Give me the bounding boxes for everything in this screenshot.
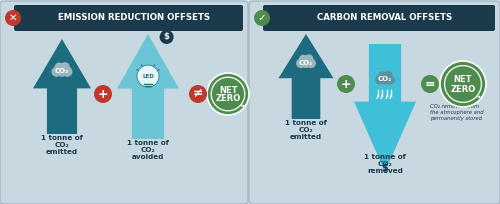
Circle shape bbox=[386, 75, 395, 85]
Circle shape bbox=[54, 63, 64, 72]
Text: ZERO: ZERO bbox=[216, 94, 240, 103]
Text: 1 tonne of
CO₂
emitted: 1 tonne of CO₂ emitted bbox=[41, 135, 83, 155]
Text: CARBON REMOVAL OFFSETS: CARBON REMOVAL OFFSETS bbox=[318, 13, 452, 22]
Circle shape bbox=[56, 64, 68, 77]
Polygon shape bbox=[278, 34, 334, 119]
Circle shape bbox=[5, 10, 21, 26]
Text: NET: NET bbox=[454, 75, 472, 84]
Circle shape bbox=[62, 67, 72, 77]
Circle shape bbox=[440, 61, 486, 107]
Circle shape bbox=[160, 30, 173, 44]
Text: 1 tonne of
CO₂
removed: 1 tonne of CO₂ removed bbox=[364, 154, 406, 174]
Polygon shape bbox=[33, 39, 91, 134]
Text: $: $ bbox=[382, 163, 388, 173]
Circle shape bbox=[52, 67, 62, 77]
Text: CO₂ removed from
the atmosphere and
permanently stored: CO₂ removed from the atmosphere and perm… bbox=[430, 104, 484, 121]
Circle shape bbox=[189, 85, 207, 103]
Text: $: $ bbox=[164, 32, 170, 41]
Text: LED: LED bbox=[142, 74, 154, 79]
Polygon shape bbox=[354, 44, 416, 172]
Text: ❧: ❧ bbox=[476, 94, 482, 100]
Text: ✕: ✕ bbox=[8, 13, 18, 23]
Text: NET: NET bbox=[219, 86, 238, 95]
Text: 1 tonne of
CO₂
emitted: 1 tonne of CO₂ emitted bbox=[285, 120, 327, 140]
FancyBboxPatch shape bbox=[263, 5, 495, 31]
Text: ✓: ✓ bbox=[258, 13, 266, 23]
Circle shape bbox=[300, 56, 312, 68]
Circle shape bbox=[378, 71, 387, 80]
FancyBboxPatch shape bbox=[14, 5, 243, 31]
Text: CO₂: CO₂ bbox=[55, 68, 69, 74]
Circle shape bbox=[137, 65, 159, 87]
Text: 1 tonne of
CO₂
avoided: 1 tonne of CO₂ avoided bbox=[127, 140, 169, 160]
Circle shape bbox=[306, 59, 316, 68]
Circle shape bbox=[94, 85, 112, 103]
Circle shape bbox=[375, 75, 384, 85]
Circle shape bbox=[337, 75, 355, 93]
Circle shape bbox=[254, 10, 270, 26]
Circle shape bbox=[379, 72, 391, 85]
Text: +: + bbox=[98, 88, 108, 101]
Text: CO₂: CO₂ bbox=[299, 60, 313, 66]
Text: ≠: ≠ bbox=[193, 88, 203, 101]
Text: CO₂: CO₂ bbox=[378, 76, 392, 82]
Text: ❧: ❧ bbox=[240, 103, 245, 109]
Circle shape bbox=[207, 73, 249, 115]
Circle shape bbox=[304, 54, 314, 63]
Text: =: = bbox=[424, 78, 436, 91]
Text: +: + bbox=[340, 78, 351, 91]
Circle shape bbox=[299, 55, 308, 64]
FancyBboxPatch shape bbox=[249, 1, 500, 204]
Circle shape bbox=[296, 59, 306, 68]
Text: ZERO: ZERO bbox=[450, 85, 475, 94]
FancyBboxPatch shape bbox=[0, 1, 248, 204]
Polygon shape bbox=[117, 34, 179, 139]
Circle shape bbox=[60, 62, 70, 72]
Circle shape bbox=[384, 71, 392, 80]
Text: EMISSION REDUCTION OFFSETS: EMISSION REDUCTION OFFSETS bbox=[58, 13, 210, 22]
Circle shape bbox=[421, 75, 439, 93]
